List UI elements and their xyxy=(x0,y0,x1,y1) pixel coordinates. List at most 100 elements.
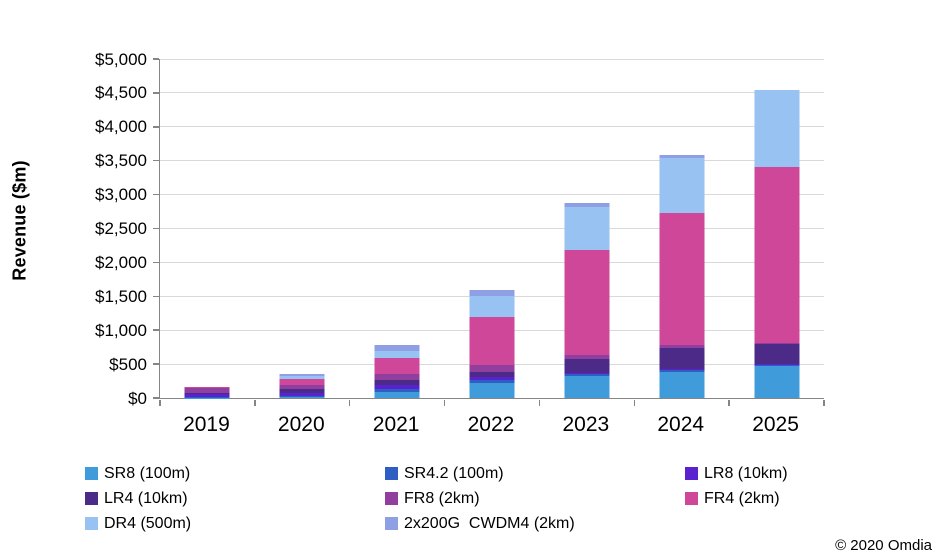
gridline xyxy=(160,160,824,162)
bar-segment-sr8-100m-2024 xyxy=(659,371,705,398)
x-axis-label-2020: 2020 xyxy=(277,413,325,436)
y-axis-tick xyxy=(152,92,159,94)
bar-segment-dr4-500m-2022 xyxy=(469,295,515,317)
y-axis-tick-label: $2,000 xyxy=(95,252,147,272)
y-axis-tick-label: $3,000 xyxy=(95,185,147,205)
bar-2019 xyxy=(160,59,255,398)
bar-segment-2x200g-cwdm4-2km-2022 xyxy=(469,289,515,296)
bar-segment-dr4-500m-2021 xyxy=(374,351,420,359)
legend-swatch-sr8-100m xyxy=(85,467,98,480)
legend-swatch-fr4-2km xyxy=(685,492,698,505)
gridline xyxy=(160,194,824,196)
legend-label-lr8-10km: LR8 (10km) xyxy=(704,465,788,482)
x-axis-tick xyxy=(443,399,446,406)
y-axis-tick-label: $5,000 xyxy=(95,49,147,69)
bar-segment-lr8-10km-2020 xyxy=(279,392,325,396)
bar-segment-dr4-500m-2024 xyxy=(659,158,705,214)
bar-segment-dr4-500m-2023 xyxy=(564,207,610,250)
x-axis-tick xyxy=(254,399,256,406)
x-axis-tick xyxy=(633,399,636,406)
y-axis-tick xyxy=(152,126,159,128)
bar-segment-lr8-10km-2025 xyxy=(754,363,800,365)
x-axis-tick xyxy=(823,399,825,406)
y-axis-tick xyxy=(152,397,159,399)
bar-segment-sr4-2-100m-2025 xyxy=(754,364,800,367)
legend-item-fr8-2km: FR8 (2km) xyxy=(385,486,480,511)
legend-label-fr4-2km: FR4 (2km) xyxy=(704,490,780,507)
bar-segment-lr8-10km-2024 xyxy=(659,368,705,370)
x-axis-tick xyxy=(728,399,730,406)
bar-2021 xyxy=(350,59,445,398)
bar-segment-sr8-100m-2023 xyxy=(564,376,610,398)
chart-legend: SR8 (100m) SR4.2 (100m) LR8 (10km) LR4 (10k… xyxy=(0,461,941,541)
legend-item-sr8-100m: SR8 (100m) xyxy=(85,461,190,486)
bar-2024 xyxy=(634,59,729,398)
legend-label-sr4-2-100m: SR4.2 (100m) xyxy=(404,465,504,482)
legend-label-sr8-100m: SR8 (100m) xyxy=(104,465,191,482)
bar-segment-lr4-10km-2025 xyxy=(754,344,800,364)
legend-swatch-dr4-500m xyxy=(85,517,98,530)
bar-segment-sr4-2-100m-2024 xyxy=(659,369,705,372)
bar-2025 xyxy=(729,59,824,398)
bar-2023 xyxy=(539,59,634,398)
bar-segment-sr4-2-100m-2020 xyxy=(279,395,325,397)
legend-swatch-2x200g-cwdm4-2km xyxy=(385,517,398,530)
bar-segment-fr4-2km-2022 xyxy=(469,316,515,365)
legend-label-lr4-10km: LR4 (10km) xyxy=(104,490,188,507)
y-axis-tick-label: $2,500 xyxy=(95,219,147,238)
x-axis-label-2021: 2021 xyxy=(372,413,420,436)
bar-segment-lr4-10km-2020 xyxy=(279,388,325,393)
bar-segment-lr8-10km-2021 xyxy=(374,385,420,389)
bar-segment-sr8-100m-2020 xyxy=(279,396,325,398)
bar-segment-fr8-2km-2021 xyxy=(374,373,420,381)
legend-item-lr4-10km: LR4 (10km) xyxy=(85,486,188,511)
bar-segment-fr4-2km-2023 xyxy=(564,249,610,355)
y-axis-tick-label: $1,000 xyxy=(95,320,147,340)
bar-segment-fr4-2km-2021 xyxy=(374,358,420,374)
legend-item-2x200g-cwdm4-2km: 2x200G CWDM4 (2km) xyxy=(385,511,575,536)
bar-segment-fr4-2km-2020 xyxy=(279,378,325,385)
y-axis-tick xyxy=(152,193,159,196)
y-axis-tick-label: $1,500 xyxy=(95,286,147,306)
bar-segment-fr8-2km-2025 xyxy=(754,342,800,345)
legend-swatch-sr4-2-100m xyxy=(385,467,398,480)
bar-segment-fr4-2km-2019 xyxy=(184,387,230,388)
bar-segment-lr4-10km-2022 xyxy=(469,371,515,377)
legend-item-dr4-500m: DR4 (500m) xyxy=(85,511,191,536)
x-axis-label-2024: 2024 xyxy=(657,413,705,436)
plot-area xyxy=(152,58,825,406)
bar-segment-sr8-100m-2021 xyxy=(374,392,420,398)
legend-item-fr4-2km: FR4 (2km) xyxy=(685,486,780,511)
y-axis-tick xyxy=(152,159,159,162)
bar-segment-sr4-2-100m-2022 xyxy=(469,379,515,383)
bar-2022 xyxy=(445,59,540,398)
bar-segment-fr8-2km-2020 xyxy=(279,384,325,389)
x-axis-label-2023: 2023 xyxy=(562,413,610,436)
bar-segment-lr8-10km-2022 xyxy=(469,376,515,380)
bar-segment-lr4-10km-2021 xyxy=(374,380,420,386)
bar-segment-sr4-2-100m-2019 xyxy=(184,397,230,398)
bar-segment-lr8-10km-2023 xyxy=(564,372,610,375)
y-axis-tick-label: $3,500 xyxy=(95,151,147,171)
bar-segment-fr8-2km-2022 xyxy=(469,364,515,372)
bar-segment-fr8-2km-2024 xyxy=(659,345,705,348)
legend-swatch-lr4-10km xyxy=(85,492,98,505)
bar-segment-lr4-10km-2023 xyxy=(564,358,610,373)
bar-segment-fr8-2km-2023 xyxy=(564,354,610,359)
y-axis-tick-label: $4,500 xyxy=(95,83,147,103)
y-axis-tick xyxy=(152,227,159,230)
x-axis-tick xyxy=(348,399,351,406)
bar-segment-dr4-500m-2025 xyxy=(754,89,800,167)
gridline xyxy=(160,261,824,263)
copyright-credit: © 2020 Omdia xyxy=(835,537,932,554)
x-axis-label-2025: 2025 xyxy=(752,413,799,436)
legend-swatch-fr8-2km xyxy=(385,492,398,505)
y-axis-tick-label: $500 xyxy=(109,354,147,374)
y-axis-tick xyxy=(152,363,159,365)
bar-segment-2x200g-cwdm4-2km-2023 xyxy=(564,203,610,208)
y-axis-tick xyxy=(152,329,159,331)
y-axis-tick-label: $0 xyxy=(128,388,147,408)
gridline xyxy=(160,126,824,128)
y-axis-tick-label: $4,000 xyxy=(95,117,147,137)
